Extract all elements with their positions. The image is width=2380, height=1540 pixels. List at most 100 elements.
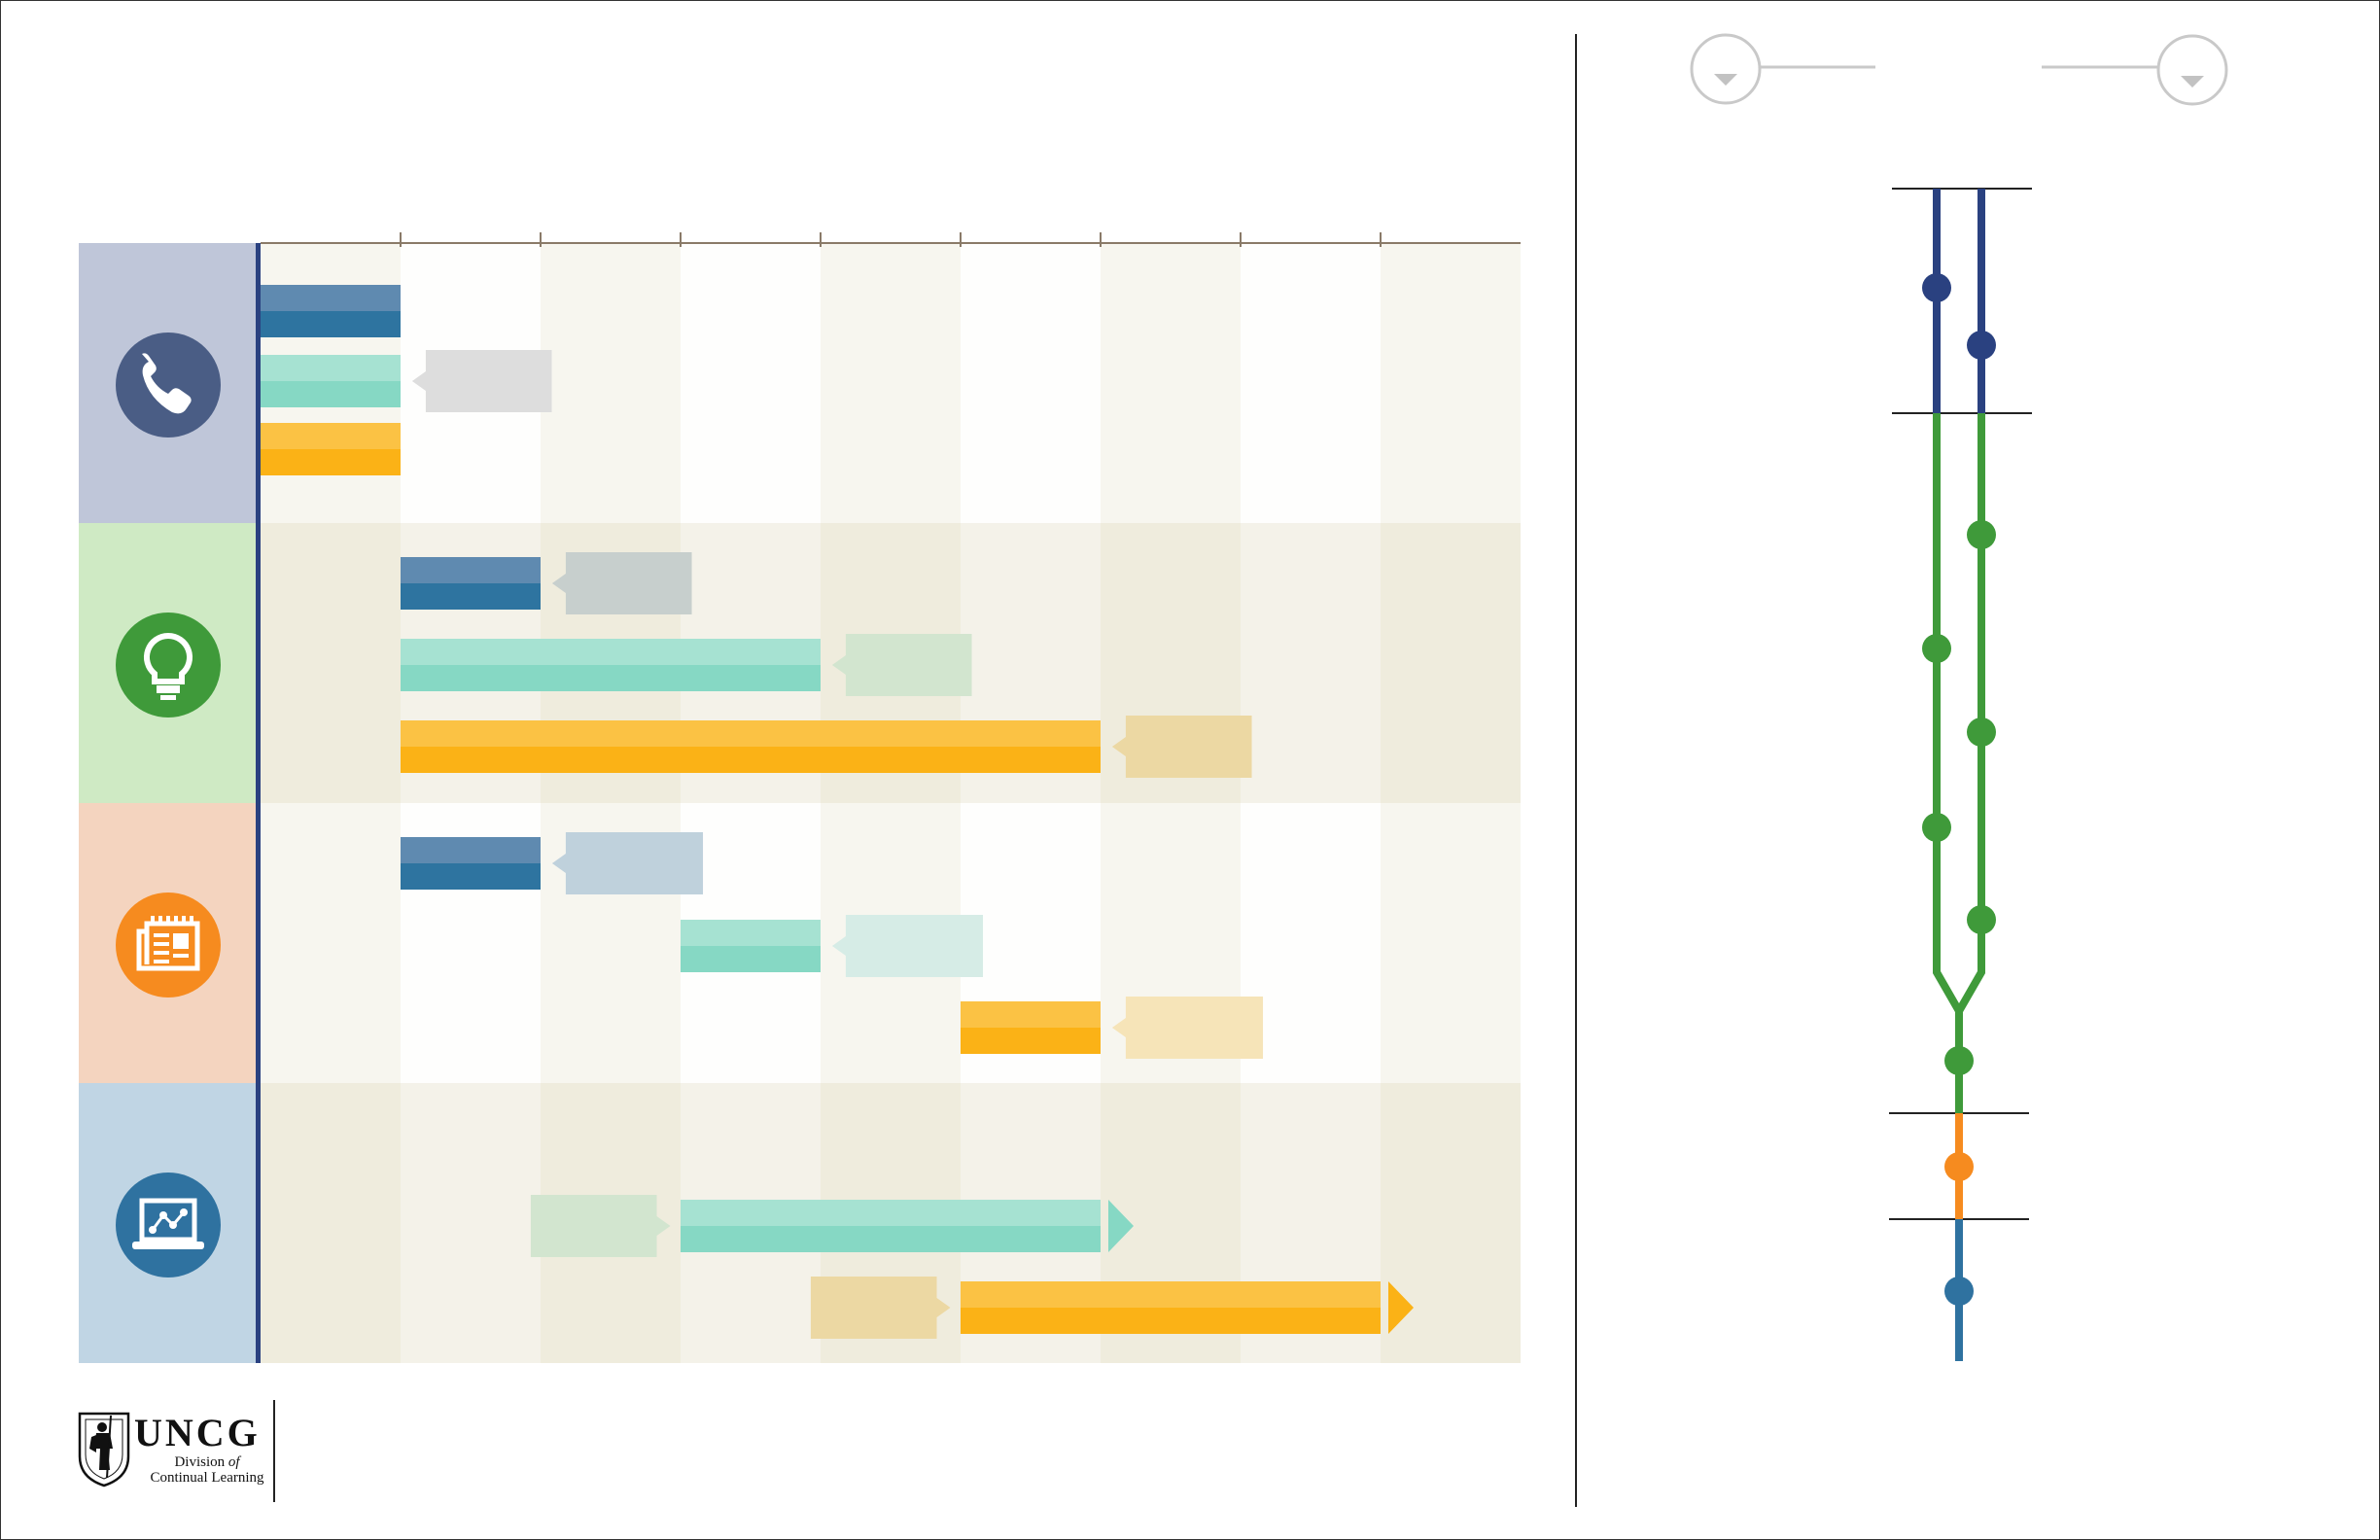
logo-text: UNCG Division of Continual Learning [134,1411,280,1487]
timeline-start-line [256,243,261,1363]
chart-line-glyph [151,1211,186,1231]
track-diagram [1690,33,2228,1361]
newspaper-line [154,960,169,963]
gantt-bar-bottom [261,311,401,337]
gantt-bar-bottom [961,1308,1381,1334]
logo-division-word: Division [174,1454,226,1470]
left-dropdown[interactable] [1690,33,1875,105]
gantt-bar-callout [1111,716,1252,778]
newspaper-line [154,933,169,937]
timeline-axis [261,232,1521,247]
gantt-bar-yellow [401,716,1252,778]
gantt-bar-bottom [681,946,821,972]
gantt-bar-bottom [681,1226,1101,1252]
track-node [1922,813,1951,842]
phone-icon [116,332,221,438]
gantt-bar-yellow [961,997,1264,1059]
track-right-green [1955,413,1985,1013]
left-dropdown-circle[interactable] [1690,33,1762,105]
newspaper-ring [166,916,170,922]
logo-divider [273,1400,275,1502]
track-node [1944,1277,1974,1306]
newspaper-line [154,942,169,946]
chart-point-glyph [149,1226,157,1234]
gantt-bar-top [261,355,401,381]
newspaper-icon [116,892,221,998]
logo-division: Division of [134,1454,280,1470]
gantt-bar-bottom [401,583,541,610]
chart-point-glyph [169,1221,177,1229]
track-node [1944,1046,1974,1075]
gantt-bar-callout [530,1195,671,1257]
track-node [1967,520,1996,549]
column-stripe [1241,803,1381,1083]
gantt-bar-callout [831,634,972,696]
gantt-bar-callout [831,915,984,977]
gantt-bar-top [681,920,821,946]
timeline-bars [261,285,1414,1339]
logo-continual-learning: Continual Learning [150,1470,264,1486]
gantt-bar-bottom [401,665,821,691]
gantt-bar-top [261,423,401,449]
column-stripe [1241,523,1381,803]
gantt-bar-bottom [261,449,401,475]
lane-icon-circle [116,612,221,718]
right-dropdown-circle[interactable] [2156,34,2228,106]
track-node [1967,718,1996,747]
column-stripe [1241,243,1381,523]
gantt-bar-bottom [401,747,1101,773]
gantt-bar-top [961,1001,1101,1028]
gantt-bar-callout [810,1277,951,1339]
gantt-bar-teal [401,634,972,696]
screen-glyph [139,1198,197,1242]
lane-icon-circle [116,332,221,438]
gantt-bar-top [401,720,1101,747]
gantt-bar-yellow [261,423,401,475]
bulb-glyph [143,632,193,684]
gantt-bar-callout [411,350,552,412]
gantt-bar-bottom [401,863,541,890]
gantt-bar-arrow [1108,1200,1134,1252]
track-node [1922,273,1951,302]
right-dropdown[interactable] [2042,34,2228,106]
timeline-chart [79,232,1521,1363]
track-node [1967,331,1996,360]
gantt-bar-top [401,639,821,665]
spartan-logo-icon [78,1412,130,1488]
gantt-bar-bottom [261,381,401,407]
lane-icon-circle [116,1172,221,1278]
track-left-green [1933,413,1963,1013]
gantt-bar-callout [551,832,704,894]
logo-name: UNCG [134,1411,261,1454]
chart-point-glyph [159,1211,167,1219]
chart-point-glyph [180,1208,188,1216]
gantt-bar-teal [681,915,984,977]
newspaper-ring [190,916,193,922]
presentation-icon [116,1172,221,1278]
lightbulb-icon [116,612,221,718]
track-node [1967,905,1996,934]
chevron-down-icon [2181,76,2204,88]
gantt-bar-top [261,285,401,311]
gantt-bar-blue [261,285,401,337]
gantt-bar-teal [261,350,552,412]
laptop-base [132,1242,204,1249]
track-node [1922,634,1951,663]
newspaper-line [173,954,189,958]
gantt-bar-blue [401,832,704,894]
gantt-bar-callout [551,552,692,614]
newspaper-ring [174,916,178,922]
bulb-base [157,685,180,693]
timeline-lanes [79,243,261,1363]
newspaper-ring [151,916,155,922]
gantt-bar-arrow [1388,1281,1414,1334]
newspaper-line [154,951,169,955]
gantt-bar-top [681,1200,1101,1226]
newspaper-ring [182,916,186,922]
newspaper-ring [158,916,162,922]
chevron-down-icon [1714,74,1737,86]
track-node [1944,1152,1974,1181]
gantt-bar-top [401,837,541,863]
gantt-bar-top [401,557,541,583]
newspaper-photo [173,933,189,949]
